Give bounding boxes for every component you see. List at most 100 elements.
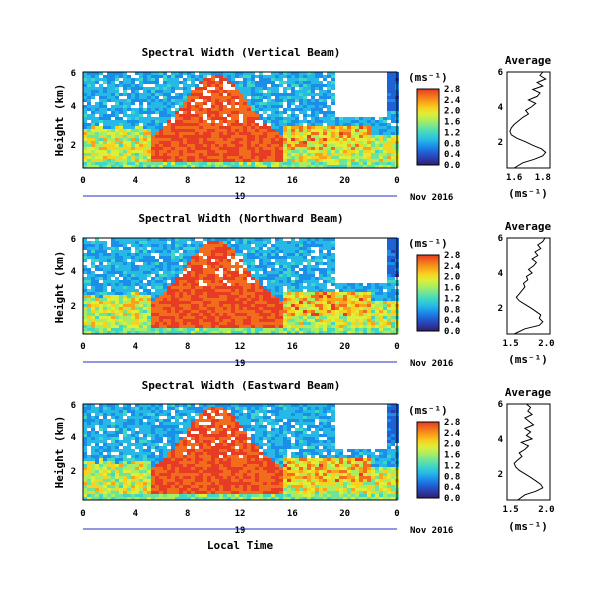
heatmap-cell: [355, 117, 359, 120]
heatmap-cell: [143, 422, 147, 425]
heatmap-cell: [239, 301, 243, 304]
heatmap-cell: [131, 262, 135, 265]
heatmap-cell: [235, 428, 239, 431]
heatmap-cell: [167, 90, 171, 93]
heatmap-cell: [187, 286, 191, 289]
heatmap-cell: [175, 425, 179, 428]
heatmap-cell: [267, 419, 271, 422]
heatmap-cell: [163, 162, 167, 165]
heatmap-cell: [303, 416, 307, 419]
heatmap-cell: [131, 277, 135, 280]
heatmap-cell: [327, 129, 331, 132]
heatmap-cell: [127, 262, 131, 265]
heatmap-cell: [291, 250, 295, 253]
heatmap-cell: [179, 416, 183, 419]
heatmap-cell: [115, 259, 119, 262]
heatmap-cell: [211, 129, 215, 132]
heatmap-cell: [259, 410, 263, 413]
heatmap-cell: [147, 87, 151, 90]
heatmap-cell: [179, 422, 183, 425]
average-y-tick-label: 6: [498, 68, 503, 78]
heatmap-cell: [119, 280, 123, 283]
heatmap-cell: [391, 147, 395, 150]
heatmap-cell: [231, 129, 235, 132]
heatmap-cell: [123, 72, 127, 75]
heatmap-cell: [183, 274, 187, 277]
heatmap-cell: [283, 280, 287, 283]
heatmap-cell: [339, 331, 343, 334]
heatmap-cell: [299, 162, 303, 165]
heatmap-cell: [215, 310, 219, 313]
heatmap-cell: [275, 147, 279, 150]
heatmap-cell: [391, 126, 395, 129]
heatmap-cell: [187, 328, 191, 331]
heatmap-cell: [151, 319, 155, 322]
colorbar-label: (ms⁻¹): [408, 237, 448, 250]
heatmap-cell: [319, 404, 323, 407]
heatmap-cell: [295, 413, 299, 416]
heatmap-cell: [179, 75, 183, 78]
heatmap-cell: [159, 253, 163, 256]
heatmap-cell: [135, 247, 139, 250]
heatmap-cell: [247, 319, 251, 322]
heatmap-cell: [183, 328, 187, 331]
heatmap-cell: [239, 310, 243, 313]
heatmap-cell: [147, 135, 151, 138]
heatmap-cell: [87, 147, 91, 150]
heatmap-cell: [371, 289, 375, 292]
heatmap-cell: [215, 292, 219, 295]
heatmap-cell: [299, 250, 303, 253]
heatmap-cell: [219, 120, 223, 123]
heatmap-cell: [375, 325, 379, 328]
heatmap-cell: [175, 283, 179, 286]
heatmap-cell: [387, 416, 391, 419]
heatmap-cell: [111, 87, 115, 90]
heatmap-cell: [223, 410, 227, 413]
heatmap-cell: [311, 159, 315, 162]
heatmap-cell: [151, 162, 155, 165]
heatmap-cell: [339, 325, 343, 328]
heatmap-cell: [83, 99, 87, 102]
heatmap-cell: [255, 292, 259, 295]
heatmap-cell: [91, 310, 95, 313]
heatmap-cell: [175, 316, 179, 319]
heatmap-cell: [295, 129, 299, 132]
heatmap-cell: [243, 102, 247, 105]
heatmap-cell: [291, 419, 295, 422]
heatmap-cell: [151, 277, 155, 280]
x-ticks: 0 4 8 12 16 20 0: [80, 176, 399, 186]
heatmap-cell: [155, 102, 159, 105]
heatmap-cell: [371, 313, 375, 316]
heatmap-cell: [115, 84, 119, 87]
heatmap-cell: [103, 111, 107, 114]
heatmap-cell: [159, 410, 163, 413]
heatmap-cell: [187, 310, 191, 313]
heatmap-cell: [283, 153, 287, 156]
heatmap-cell: [387, 108, 391, 111]
heatmap-cell: [175, 428, 179, 431]
heatmap-cell: [271, 159, 275, 162]
heatmap-cell: [207, 141, 211, 144]
heatmap-cell: [255, 129, 259, 132]
heatmap-cell: [307, 404, 311, 407]
heatmap-cell: [299, 156, 303, 159]
heatmap-cell: [267, 316, 271, 319]
heatmap-cell: [271, 99, 275, 102]
heatmap-cell: [231, 256, 235, 259]
heatmap-cell: [319, 425, 323, 428]
heatmap-cell: [199, 105, 203, 108]
heatmap-cell: [127, 286, 131, 289]
heatmap-cell: [303, 156, 307, 159]
heatmap-cell: [243, 132, 247, 135]
heatmap-cell: [275, 132, 279, 135]
heatmap-cell: [167, 274, 171, 277]
heatmap-cell: [315, 105, 319, 108]
heatmap-cell: [147, 78, 151, 81]
heatmap-cell: [167, 283, 171, 286]
heatmap-cell: [127, 120, 131, 123]
heatmap-cell: [195, 289, 199, 292]
heatmap-cell: [203, 307, 207, 310]
heatmap-cell: [159, 322, 163, 325]
heatmap-cell: [191, 144, 195, 147]
heatmap-cell: [347, 310, 351, 313]
